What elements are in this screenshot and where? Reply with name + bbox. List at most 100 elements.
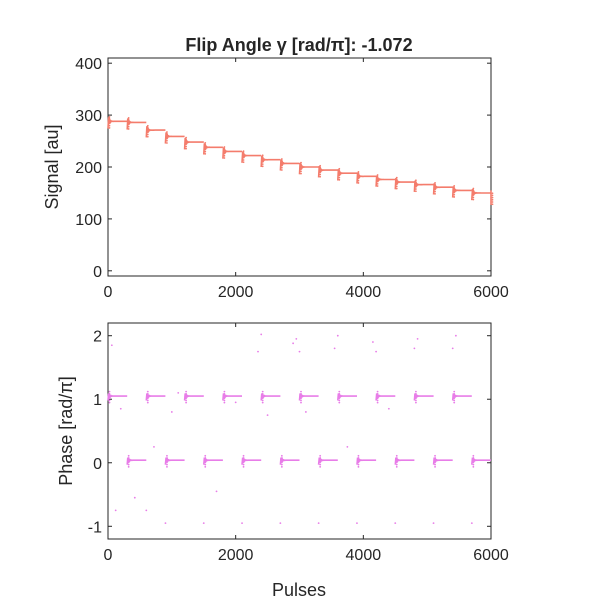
- series-1-point: [434, 463, 436, 466]
- series-0-segment: [394, 177, 415, 190]
- series-0-point: [185, 138, 188, 141]
- series-0-segment: [337, 392, 357, 401]
- series-1-point: [166, 459, 168, 462]
- series-0-point: [357, 171, 360, 173]
- outlier-point: [336, 334, 339, 337]
- series-0-point: [300, 390, 302, 393]
- series-0-point: [491, 192, 494, 195]
- series-0-point: [453, 196, 456, 198]
- series-1-point: [127, 459, 130, 462]
- series-0-point: [472, 198, 475, 201]
- series-0-point: [108, 118, 111, 121]
- outlier-point: [260, 333, 263, 336]
- series-0-point: [261, 154, 264, 157]
- series-0-point: [108, 401, 111, 404]
- series-0-segment: [471, 188, 491, 201]
- series-0-point: [166, 135, 168, 138]
- series-1-segment: [356, 456, 377, 465]
- series-0-point: [319, 164, 322, 167]
- series-1-segment: [164, 456, 185, 465]
- series-1-point: [242, 465, 245, 468]
- series-1-segment: [394, 456, 415, 465]
- series-0-point: [261, 165, 264, 168]
- series-0-point: [166, 131, 168, 133]
- series-1-point: [357, 459, 360, 462]
- series-0-point: [242, 152, 245, 155]
- series-0-point: [204, 141, 207, 144]
- series-1-point: [127, 457, 130, 459]
- series-1-point: [280, 454, 283, 457]
- series-1-point: [242, 463, 245, 466]
- x-tick-label: 4000: [346, 284, 382, 301]
- series-0-point: [376, 390, 379, 393]
- series-0-point: [223, 150, 226, 153]
- series-0-point: [261, 399, 264, 402]
- series-0-point: [300, 161, 302, 164]
- series-0-point: [338, 392, 341, 395]
- series-0-point: [395, 183, 398, 186]
- phase-xlabel: Pulses: [272, 580, 326, 600]
- series-0-point: [338, 395, 341, 397]
- series-0-point: [319, 175, 322, 178]
- series-0-point: [146, 131, 149, 134]
- series-0-point: [204, 152, 207, 155]
- outlier-point: [145, 509, 148, 512]
- outlier-point: [372, 341, 374, 343]
- series-0-segment: [222, 392, 242, 401]
- y-tick-label: 1: [93, 392, 102, 409]
- series-0-point: [223, 157, 226, 159]
- series-0-point: [376, 185, 379, 187]
- series-0-segment: [183, 137, 204, 150]
- series-0-point: [434, 181, 436, 184]
- series-1-point: [395, 465, 398, 468]
- series-0-point: [146, 395, 149, 397]
- series-0-point: [261, 392, 264, 395]
- series-0-point: [185, 395, 188, 397]
- series-0-point: [453, 189, 456, 192]
- series-0-point: [376, 401, 379, 404]
- series-0-point: [223, 146, 226, 148]
- series-0-point: [453, 401, 456, 404]
- series-0-point: [127, 117, 130, 119]
- chart-title: Flip Angle γ [rad/π]: -1.072: [185, 35, 412, 55]
- series-0-point: [357, 182, 360, 184]
- signal-axes: 0 2000 4000 6000 0 100 200 300 400 Signal [au]: [42, 56, 509, 301]
- outlier-point: [413, 347, 416, 350]
- series-1-point: [434, 454, 436, 457]
- series-0-segment: [260, 155, 281, 168]
- series-1-point: [357, 461, 360, 464]
- outlier-point: [292, 342, 295, 345]
- outlier-point: [451, 347, 454, 350]
- outlier-point: [153, 445, 155, 448]
- series-0-point: [280, 158, 283, 160]
- series-0-point: [376, 178, 379, 181]
- series-0-point: [395, 181, 398, 183]
- outlier-point: [119, 407, 122, 410]
- series-0-point: [491, 203, 494, 206]
- y-tick-label: 2: [93, 329, 102, 346]
- series-1-point: [395, 463, 398, 466]
- series-1-point: [319, 457, 322, 459]
- series-0-point: [434, 190, 436, 193]
- series-0-point: [415, 392, 417, 395]
- series-0-point: [415, 185, 417, 188]
- series-0-point: [300, 399, 302, 402]
- series-0-point: [261, 163, 264, 166]
- series-0-point: [453, 191, 456, 194]
- series-0-point: [472, 187, 475, 190]
- series-0-point: [223, 154, 226, 157]
- series-1-point: [166, 463, 168, 466]
- outlier-point: [356, 522, 358, 525]
- series-0-point: [338, 174, 341, 177]
- series-1-point: [204, 454, 207, 457]
- series-0-point: [338, 170, 341, 172]
- series-0-point: [280, 162, 283, 165]
- series-0-point: [204, 150, 207, 153]
- outlier-point: [202, 522, 205, 525]
- series-0-point: [127, 123, 130, 126]
- series-0-segment: [413, 180, 434, 192]
- series-0-point: [300, 397, 302, 400]
- series-1-point: [280, 459, 283, 462]
